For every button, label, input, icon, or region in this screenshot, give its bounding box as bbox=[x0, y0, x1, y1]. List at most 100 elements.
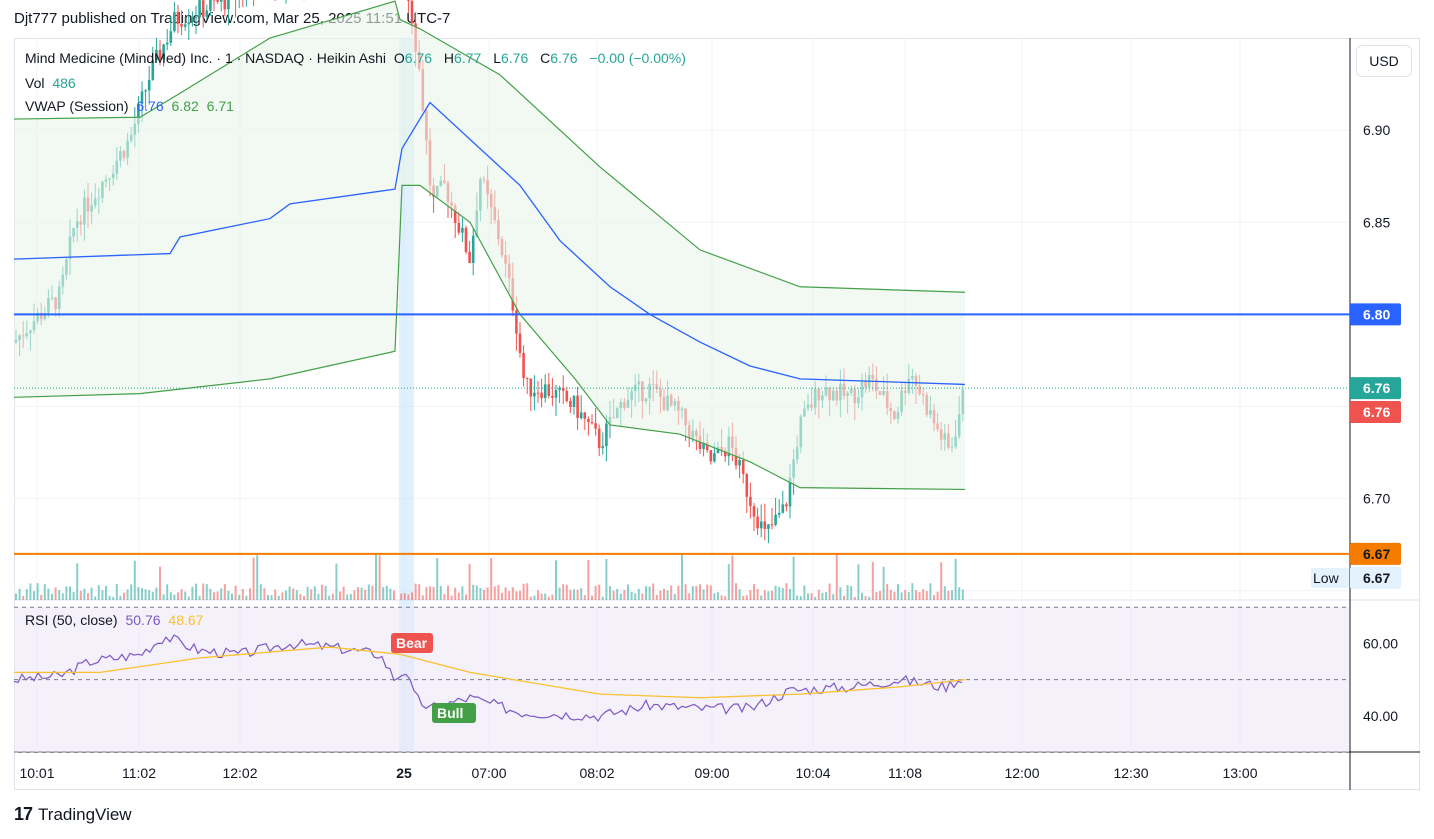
volume-bar bbox=[526, 583, 529, 600]
volume-bar bbox=[339, 591, 341, 600]
footer-brand[interactable]: 17 TradingView bbox=[14, 804, 132, 825]
volume-bar bbox=[335, 563, 338, 600]
volume-bar bbox=[789, 588, 791, 600]
candle bbox=[147, 79, 151, 91]
volume-bar bbox=[706, 584, 709, 600]
symbol-title[interactable]: Mind Medicine (MindMed) Inc. · 1 · NASDA… bbox=[25, 50, 386, 66]
time-tick-label: 11:08 bbox=[888, 765, 922, 781]
volume-bar bbox=[342, 586, 345, 600]
volume-bar bbox=[681, 554, 683, 600]
candle bbox=[547, 384, 551, 396]
volume-bar bbox=[835, 553, 838, 600]
volume-bar bbox=[58, 590, 61, 600]
volume-bar bbox=[65, 586, 68, 600]
candle bbox=[201, 0, 205, 17]
volume-bar bbox=[911, 583, 914, 600]
volume-bar bbox=[781, 588, 784, 600]
volume-bar bbox=[497, 584, 500, 600]
candle bbox=[777, 512, 781, 515]
candle bbox=[770, 524, 774, 526]
close-value: 6.76 bbox=[550, 50, 578, 66]
volume-bar bbox=[151, 591, 154, 600]
vwap-legend[interactable]: VWAP (Session) 6.76 6.82 6.71 bbox=[25, 98, 238, 114]
price-tick-label: 6.70 bbox=[1363, 491, 1390, 507]
price-tag-text: 6.67 bbox=[1363, 570, 1390, 586]
candle bbox=[785, 504, 788, 507]
volume-bar bbox=[191, 586, 194, 600]
vwap-lower-band bbox=[13, 184, 966, 491]
volume-bar bbox=[540, 593, 543, 600]
candle bbox=[594, 423, 597, 429]
price-tag bbox=[1350, 401, 1401, 424]
candle bbox=[173, 12, 176, 32]
time-tick-label: 25 bbox=[396, 765, 412, 781]
volume-bar bbox=[745, 595, 748, 600]
rsi-legend[interactable]: RSI (50, close) 50.76 48.67 bbox=[25, 612, 207, 628]
volume-bar bbox=[403, 593, 406, 600]
time-tick-label: 12:00 bbox=[1004, 765, 1039, 781]
volume-bar bbox=[569, 589, 572, 600]
volume-bar bbox=[69, 586, 71, 600]
rsi-tick-label: 40.00 bbox=[1363, 708, 1398, 724]
volume-bar bbox=[925, 591, 928, 600]
price-tag bbox=[1350, 303, 1401, 326]
volume-bar bbox=[947, 590, 950, 600]
price-tag bbox=[1350, 566, 1401, 589]
volume-bar bbox=[169, 592, 172, 600]
volume-bar bbox=[400, 593, 403, 600]
volume-bar bbox=[97, 585, 100, 600]
volume-bar bbox=[173, 594, 176, 600]
volume-bar bbox=[375, 554, 377, 600]
candle bbox=[137, 103, 140, 124]
vwap-lower-value: 6.71 bbox=[206, 98, 234, 114]
volume-bar bbox=[501, 592, 503, 600]
volume-bar bbox=[411, 592, 413, 600]
vwap-upper-band bbox=[13, 0, 966, 293]
volume-bar bbox=[367, 584, 370, 600]
candle bbox=[756, 516, 759, 529]
volume-bar bbox=[126, 589, 129, 600]
volume-bar bbox=[907, 592, 910, 600]
volume-bar bbox=[587, 560, 590, 600]
candle bbox=[464, 227, 468, 252]
candle bbox=[558, 387, 561, 390]
volume-bar bbox=[267, 594, 269, 600]
volume-bar bbox=[850, 586, 853, 600]
volume-bar bbox=[652, 583, 655, 600]
time-tick-label: 12:02 bbox=[222, 765, 257, 781]
volume-bar bbox=[195, 583, 197, 600]
volume-bar bbox=[889, 589, 892, 600]
volume-bar bbox=[609, 586, 611, 600]
volume-bar bbox=[385, 585, 388, 600]
volume-bar bbox=[814, 596, 817, 600]
candle bbox=[551, 395, 554, 398]
volume-bar bbox=[216, 591, 219, 600]
rsi-ma-value: 48.67 bbox=[168, 612, 204, 628]
volume-bar bbox=[655, 594, 658, 600]
volume-bar bbox=[357, 587, 359, 600]
price-tag-text: 6.76 bbox=[1363, 380, 1390, 396]
rsi-line bbox=[13, 634, 963, 723]
volume-bar bbox=[429, 586, 431, 600]
volume-bar bbox=[457, 592, 460, 600]
volume-bar bbox=[47, 588, 50, 600]
volume-bar bbox=[778, 586, 781, 600]
rsi-tick-label: 60.00 bbox=[1363, 635, 1398, 651]
candle bbox=[540, 392, 543, 399]
candle bbox=[453, 205, 457, 223]
candle bbox=[155, 49, 158, 61]
price-tag-text: 6.76 bbox=[1363, 404, 1390, 420]
volume-bar bbox=[886, 583, 889, 600]
volume-bar bbox=[493, 586, 496, 600]
volume-bar bbox=[317, 593, 320, 600]
volume-bar bbox=[796, 595, 799, 600]
volume-bar bbox=[846, 585, 849, 600]
volume-bar bbox=[720, 595, 723, 600]
volume-bar bbox=[922, 589, 925, 600]
volume-bar bbox=[583, 595, 586, 600]
volume-bar bbox=[551, 594, 554, 600]
volume-legend[interactable]: Vol 486 bbox=[25, 75, 80, 91]
currency-button[interactable]: USD bbox=[1356, 45, 1412, 77]
volume-bar bbox=[270, 595, 273, 600]
